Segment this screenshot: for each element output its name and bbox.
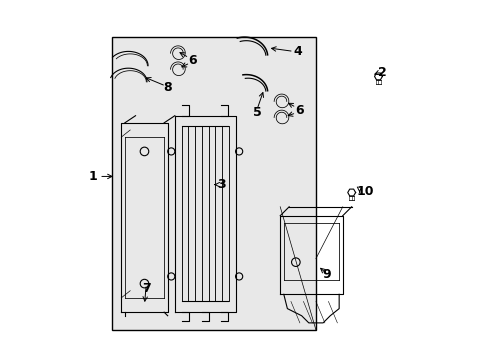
Text: 7: 7	[142, 283, 150, 296]
Text: 6: 6	[295, 104, 304, 117]
Bar	[112, 37, 315, 330]
Text: 5: 5	[252, 105, 261, 119]
Text: 6: 6	[188, 54, 197, 67]
Text: 10: 10	[356, 185, 373, 198]
Text: 9: 9	[322, 268, 330, 281]
Text: 4: 4	[292, 45, 301, 58]
Text: 8: 8	[163, 81, 172, 94]
Text: 2: 2	[377, 66, 386, 79]
Text: 3: 3	[217, 178, 225, 191]
Text: 1: 1	[88, 170, 97, 183]
